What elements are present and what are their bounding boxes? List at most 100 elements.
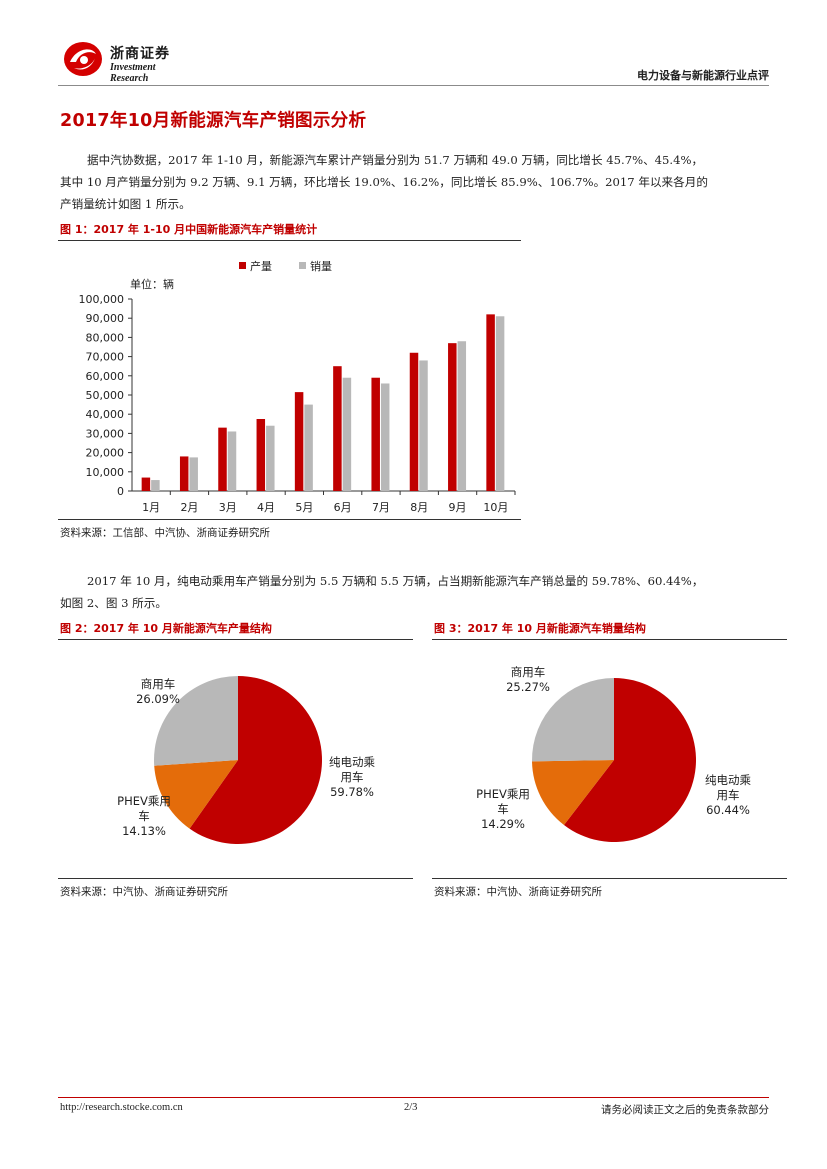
bar-production <box>486 314 495 491</box>
figure2-bottom-rule <box>58 878 413 879</box>
bar-sales <box>266 425 275 491</box>
bar-sales <box>495 316 505 491</box>
pie-label-percent: 60.44% <box>706 803 750 817</box>
x-tick-label: 9月 <box>449 501 467 514</box>
pie-slice-phev <box>532 760 614 825</box>
pie-label-percent: 14.29% <box>481 817 525 831</box>
logo-english-text: Investment Research <box>110 62 156 84</box>
pie-label-percent: 26.09% <box>136 692 180 706</box>
y-tick-label: 10,000 <box>86 466 125 479</box>
figure3-caption: 图 3：2017 年 10 月新能源汽车销量结构 <box>434 622 646 635</box>
x-tick-label: 7月 <box>372 501 390 514</box>
x-tick-label: 8月 <box>410 501 428 514</box>
page-number: 2/3 <box>404 1102 418 1113</box>
bar-production <box>294 392 304 491</box>
footer-url-link[interactable]: http://research.stocke.com.cn <box>60 1102 183 1113</box>
footer-divider <box>58 1097 769 1098</box>
pie-label-name-line2: 用车 <box>717 788 740 802</box>
x-tick-label: 1月 <box>142 501 160 514</box>
pie-label-name-line2: 车 <box>138 809 150 823</box>
bar-production <box>218 427 227 491</box>
legend-swatch-production <box>239 262 246 269</box>
figure2-top-rule <box>58 639 413 640</box>
unit-label: 单位：辆 <box>130 277 174 291</box>
bar-sales <box>457 341 467 491</box>
figure3-source: 资料来源：中汽协、浙商证券研究所 <box>434 886 602 898</box>
logo-mark-icon <box>64 42 102 76</box>
bar-sales <box>342 377 352 491</box>
figure1-source: 资料来源：工信部、中汽协、浙商证券研究所 <box>60 527 270 539</box>
x-tick-label: 3月 <box>219 501 237 514</box>
x-tick-label: 2月 <box>180 501 198 514</box>
paragraph1-line3: 产销量统计如图 1 所示。 <box>60 197 191 211</box>
paragraph1-line2: 其中 10 月产销量分别为 9.2 万辆、9.1 万辆，环比增长 19.0%、1… <box>60 175 708 189</box>
y-tick-label: 40,000 <box>86 408 125 421</box>
page-title: 2017年10月新能源汽车产销图示分析 <box>60 111 367 131</box>
bar-production <box>371 377 380 491</box>
pie-label-name-line1: 纯电动乘 <box>329 755 375 769</box>
paragraph1-line1: 据中汽协数据，2017 年 1-10 月，新能源汽车累计产销量分别为 51.7 … <box>87 153 704 167</box>
pie-label-percent: 59.78% <box>330 785 374 799</box>
bar-chart: 产量 销量 单位：辆 0 10,000 20,000 30,000 40,000 50,0… <box>79 259 516 514</box>
bar-sales <box>189 457 198 491</box>
company-logo: 浙商证券 Investment Research <box>62 40 192 84</box>
x-tick-label: 10月 <box>483 501 508 514</box>
bar-chart-legend: 产量 销量 <box>239 259 332 273</box>
pie-label-name-line2: 车 <box>497 802 509 816</box>
pie-label-percent: 25.27% <box>506 680 550 694</box>
bar-production <box>256 419 266 491</box>
x-tick-label: 6月 <box>334 501 352 514</box>
figure1-bottom-rule <box>58 519 521 520</box>
pie-label-name-line1: 商用车 <box>141 677 176 691</box>
bar-production <box>141 477 151 491</box>
pie-slice-bev <box>189 676 323 844</box>
legend-label-sales: 销量 <box>310 259 332 273</box>
bar-production <box>448 343 457 491</box>
pie-slice-bev <box>563 678 696 842</box>
pie-slice-phev <box>154 760 238 829</box>
y-tick-label: 60,000 <box>86 370 125 383</box>
pie-label-name-line1: PHEV乘用 <box>476 787 530 801</box>
footer-disclaimer: 请务必阅读正文之后的免责条款部分 <box>601 1104 769 1116</box>
bar-sales <box>227 431 237 491</box>
x-tick-label: 5月 <box>295 501 313 514</box>
logo-chinese-text: 浙商证券 <box>110 46 170 62</box>
figure2-caption: 图 2：2017 年 10 月新能源汽车产量结构 <box>60 622 272 635</box>
legend-swatch-sales <box>299 262 306 269</box>
bar-sales <box>419 360 428 491</box>
y-tick-label: 30,000 <box>86 427 125 440</box>
y-tick-label: 90,000 <box>86 312 125 325</box>
legend-label-production: 产量 <box>250 259 272 273</box>
header-divider <box>58 85 769 86</box>
paragraph2-line1: 2017 年 10 月，纯电动乘用车产销量分别为 5.5 万辆和 5.5 万辆，… <box>87 574 704 588</box>
y-tick-label: 20,000 <box>86 447 125 460</box>
figure3-bottom-rule <box>432 878 787 879</box>
paragraph2-line2: 如图 2、图 3 所示。 <box>60 596 167 610</box>
bar-production <box>333 366 342 491</box>
pie-label-percent: 14.13% <box>122 824 166 838</box>
figure3-top-rule <box>432 639 787 640</box>
report-category: 电力设备与新能源行业点评 <box>637 69 769 82</box>
bar-sales <box>304 404 313 491</box>
pie-label-name-line2: 用车 <box>341 770 364 784</box>
x-tick-label: 4月 <box>257 501 275 514</box>
y-tick-label: 0 <box>117 485 124 498</box>
pie-label-name-line1: 商用车 <box>511 665 546 679</box>
figure1-top-rule <box>58 240 521 241</box>
pie-slice-commercial <box>154 676 238 766</box>
y-tick-label: 100,000 <box>79 293 125 306</box>
bar-sales <box>380 383 390 491</box>
y-tick-label: 70,000 <box>86 351 125 364</box>
bar-sales <box>151 480 160 491</box>
pie-label-name-line1: PHEV乘用 <box>117 794 171 808</box>
pie-label-name-line1: 纯电动乘 <box>705 773 751 787</box>
bar-production <box>179 456 189 491</box>
y-tick-label: 80,000 <box>86 331 125 344</box>
pie-slice-commercial <box>532 678 614 762</box>
y-tick-label: 50,000 <box>86 389 125 402</box>
bar-production <box>409 352 419 491</box>
figure2-source: 资料来源：中汽协、浙商证券研究所 <box>60 886 228 898</box>
figure1-caption: 图 1：2017 年 1-10 月中国新能源汽车产销量统计 <box>60 223 318 236</box>
